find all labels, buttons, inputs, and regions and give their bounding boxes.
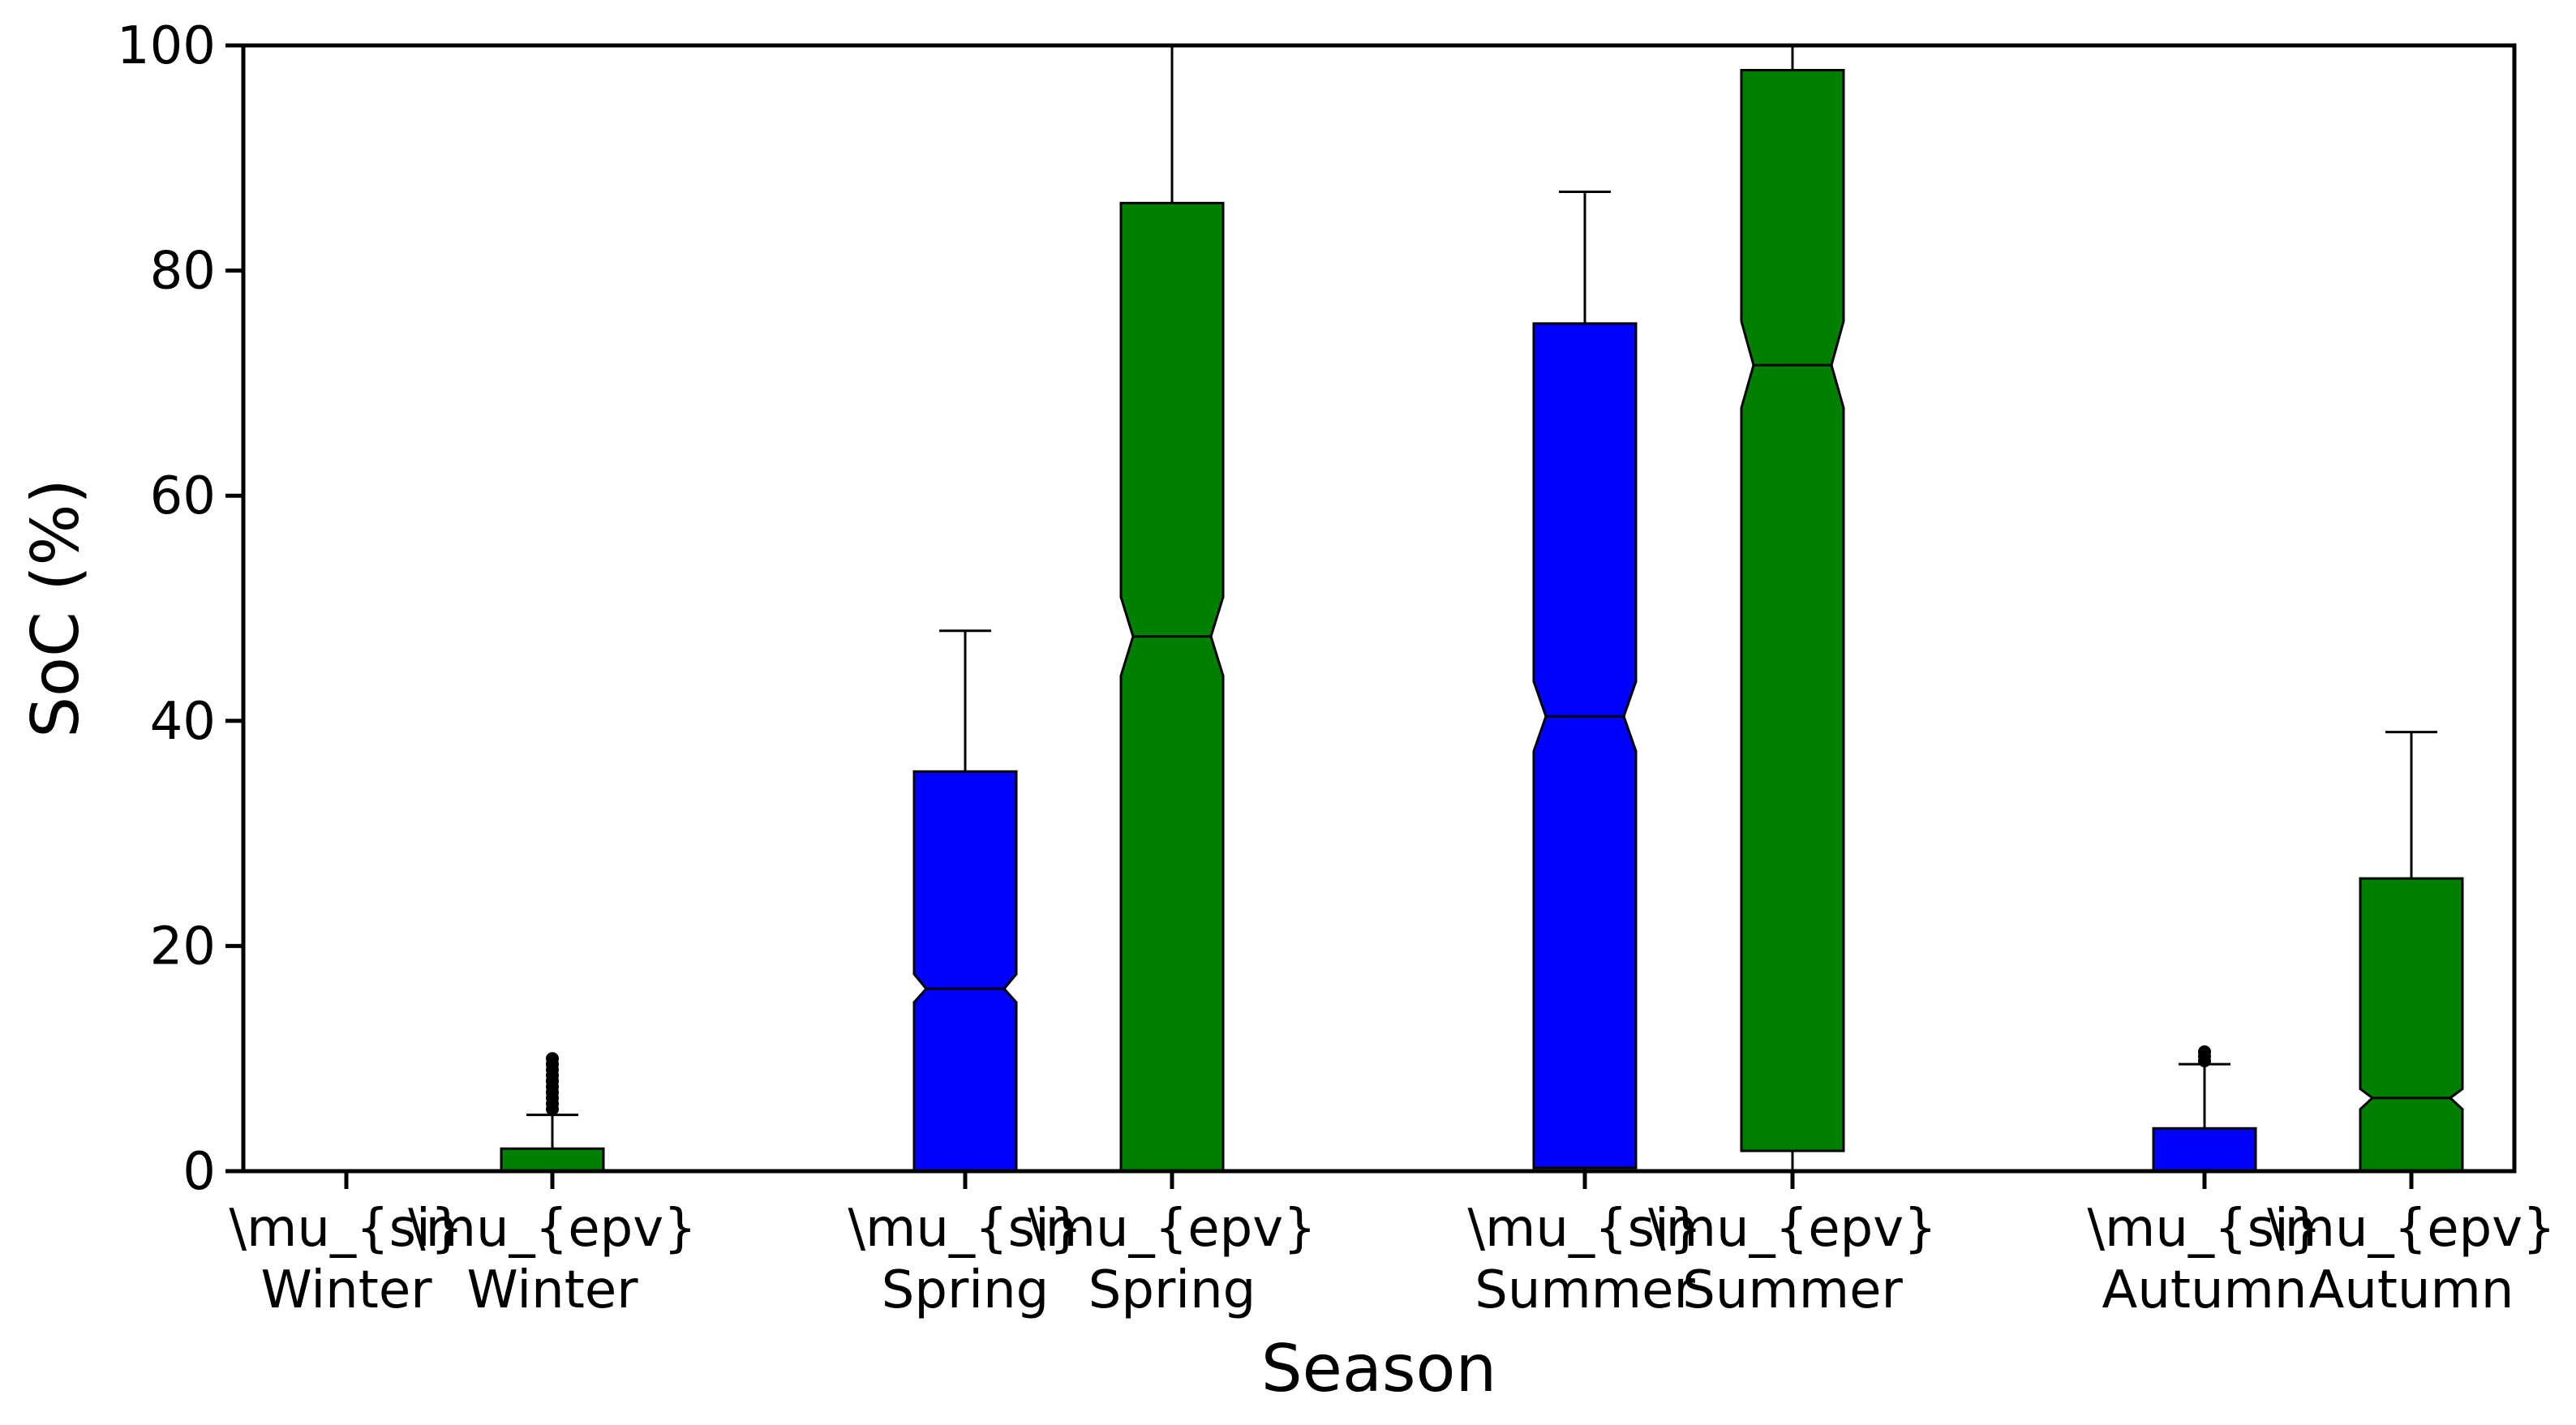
box-body — [1532, 322, 1638, 1170]
x-tick-label-line1: \mu_{epv} — [1648, 1199, 1937, 1259]
x-tick-label-line1: \mu_{si} — [229, 1199, 463, 1259]
x-tick-label-line2: Summer — [1475, 1260, 1695, 1320]
x-axis: \mu_{si}Winter\mu_{epv}Winter\mu_{si}Spr… — [229, 1171, 2556, 1320]
boxes-layer — [295, 44, 2464, 1173]
box-si-spring — [912, 629, 1018, 1173]
x-tick-label-line2: Spring — [882, 1260, 1050, 1320]
box-body — [912, 770, 1018, 1173]
y-tick-label: 0 — [182, 1142, 216, 1202]
box-body — [2359, 877, 2464, 1173]
box-body — [2152, 1127, 2257, 1173]
x-tick-label-line1: \mu_{si} — [1467, 1199, 1702, 1259]
outlier-point — [546, 1052, 559, 1066]
y-tick-label: 80 — [150, 242, 216, 302]
box-body — [1119, 201, 1225, 1173]
x-tick-label-line2: Winter — [261, 1260, 433, 1320]
box-si-summer — [1532, 190, 1638, 1173]
box-epv-summer — [1740, 44, 1845, 1173]
y-tick-label: 100 — [117, 16, 216, 76]
x-tick-label-line1: \mu_{si} — [2087, 1199, 2321, 1259]
y-tick-label: 60 — [150, 466, 216, 526]
y-tick-label: 40 — [150, 692, 216, 752]
x-tick-label-line1: \mu_{epv} — [2267, 1199, 2556, 1259]
x-axis-title: Season — [1261, 1331, 1496, 1406]
x-tick-label-line1: \mu_{epv} — [1028, 1199, 1316, 1259]
box-epv-winter — [500, 1052, 605, 1173]
x-tick-label-line1: \mu_{si} — [848, 1199, 1082, 1259]
box-epv-spring — [1119, 44, 1225, 1173]
x-tick-label-line2: Summer — [1682, 1260, 1903, 1320]
x-tick-label-line2: Autumn — [2309, 1260, 2514, 1320]
x-tick-label-line2: Autumn — [2102, 1260, 2308, 1320]
outlier-point — [2198, 1045, 2211, 1058]
x-tick-label-line1: \mu_{epv} — [408, 1199, 697, 1259]
plot-frame — [241, 43, 2517, 1174]
box-body — [1740, 69, 1845, 1152]
x-tick-label-line2: Winter — [467, 1260, 639, 1320]
x-tick-label-line2: Spring — [1088, 1260, 1256, 1320]
y-axis: 0 20 40 60 80 100 — [117, 16, 243, 1202]
box-epv-autumn — [2359, 731, 2464, 1173]
y-tick-label: 20 — [150, 916, 216, 976]
y-axis-title: SoC (%) — [18, 479, 93, 737]
box-si-autumn — [2152, 1045, 2257, 1173]
box-body — [500, 1147, 605, 1173]
